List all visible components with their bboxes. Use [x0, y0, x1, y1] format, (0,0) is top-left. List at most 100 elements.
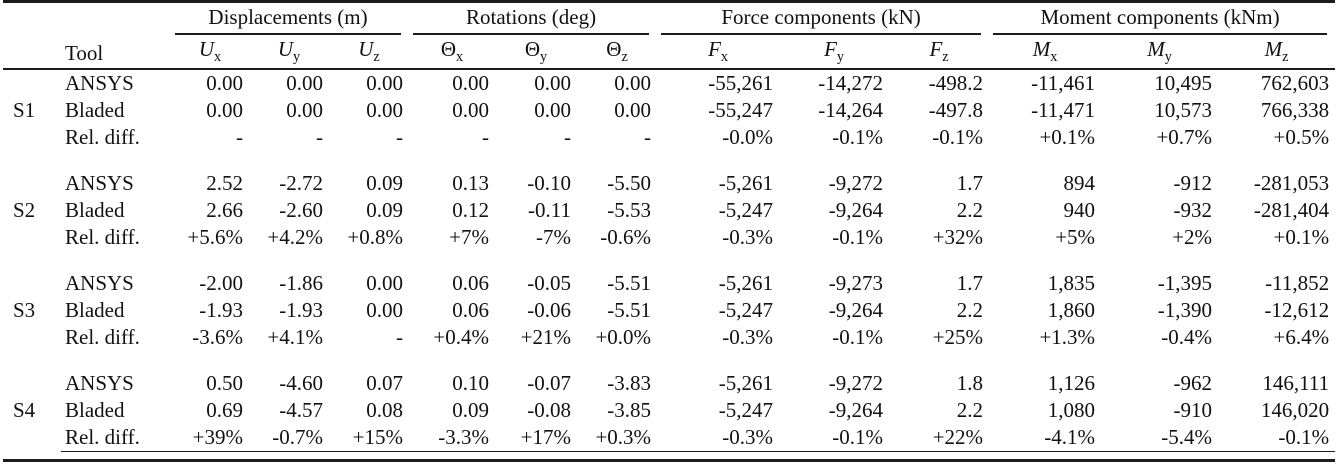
cell-value: +0.1% [1273, 225, 1330, 250]
section-gap-row [3, 251, 1335, 270]
cell-value: +39% [171, 424, 249, 453]
cell-value: 1.7 [956, 271, 984, 296]
cell-value: -5.50 [607, 171, 652, 196]
cell-value: -14,264 [818, 98, 884, 123]
cell-value: -0.3% [722, 325, 774, 350]
cell-value: -55,247 [708, 98, 774, 123]
cell-value: 0.00 [614, 71, 652, 96]
col-header-theta-z: Θz [577, 37, 658, 71]
cell-value: +17% [495, 424, 578, 453]
cell-value: +0.8% [347, 225, 404, 250]
cell-value: -3.85 [607, 398, 652, 423]
comparison-table: Displacements (m) Rotations (deg) Force … [3, 0, 1336, 463]
cell-value: - [482, 125, 490, 150]
tool-label: ANSYS [65, 171, 134, 196]
cell-value: -55,261 [708, 71, 774, 96]
cell-value: -0.06 [527, 298, 572, 323]
table-row-S4-reldiff: Rel. diff. +39% -0.7% +15% -3.3% +17% +0.3% -0.… [3, 424, 1336, 453]
cell-value: -0.3% [657, 424, 780, 453]
cell-value: +25% [932, 325, 984, 350]
cell-value: -0.1% [832, 225, 884, 250]
cell-value: - [396, 125, 404, 150]
bottom-rule-spacer [3, 452, 1335, 461]
cell-value: -0.1% [779, 424, 890, 453]
cell-value: 0.06 [452, 271, 490, 296]
cell-value: -497.8 [928, 98, 984, 123]
table-row-S1-reldiff: Rel. diff. - - - - - - -0.0% -0.1% -0.1% +0.1% +0.7… [3, 124, 1335, 151]
table-row-S2-ansys: S2 ANSYS 2.52 -2.72 0.09 0.13 -0.10 -5.50 -5,261… [3, 170, 1335, 222]
cell-value: +7% [449, 225, 490, 250]
cell-value: -1,390 [1157, 298, 1213, 323]
cell-value: +1.3% [1039, 325, 1096, 350]
cell-value: 0.50 [206, 371, 243, 396]
cell-value: 766,338 [1260, 98, 1330, 123]
cell-value: -0.08 [527, 398, 572, 423]
cell-value: +21% [520, 325, 572, 350]
tool-label: Bladed [65, 398, 125, 423]
cell-value: -281,053 [1253, 171, 1330, 196]
cell-value: 2.2 [956, 298, 984, 323]
group-forces: Force components (kN) [657, 2, 989, 38]
cell-value: -5.4% [1101, 424, 1219, 453]
empty-header-cell [3, 37, 61, 71]
cell-value: 146,111 [1262, 371, 1330, 396]
cell-value: 2.52 [206, 171, 243, 196]
cell-value: 0.09 [452, 398, 490, 423]
cell-value: -9,264 [828, 298, 884, 323]
tool-column-header: Tool [61, 37, 171, 71]
col-header-f-z: Fz [889, 37, 990, 71]
cell-value: - [564, 125, 572, 150]
cell-value: -0.11 [528, 198, 572, 223]
cell-value: -0.1% [832, 325, 884, 350]
cell-value: 0.08 [366, 398, 404, 423]
cell-value: 1,835 [1047, 271, 1096, 296]
tool-label: Rel. diff. [61, 424, 171, 453]
cell-value: 0.00 [366, 271, 404, 296]
cell-value: -14,272 [818, 71, 884, 96]
cell-value: 146,020 [1260, 398, 1330, 423]
cell-value: 1,080 [1047, 398, 1096, 423]
cell-value: -962 [1173, 371, 1213, 396]
cell-value: +4.2% [267, 225, 323, 250]
cell-value: 1,126 [1047, 371, 1096, 396]
tool-label: Rel. diff. [65, 125, 140, 150]
cell-value: -1,395 [1157, 271, 1213, 296]
cell-value: -11,461 [1031, 71, 1096, 96]
col-header-f-y: Fy [779, 37, 890, 71]
cell-value: +2% [1172, 225, 1213, 250]
table-row-S1-ansys: S1 ANSYS 0.00 0.00 0.00 0.00 0.00 0.00 -55,261 -1… [3, 69, 1335, 122]
cell-value: +32% [932, 225, 984, 250]
cell-value: - [316, 125, 323, 150]
cell-value: +0.3% [577, 424, 658, 453]
cell-value: -912 [1173, 171, 1213, 196]
cell-value: 0.00 [366, 98, 404, 123]
cell-value: -7% [536, 225, 572, 250]
section-label-S2: S2 [13, 198, 36, 223]
cell-value: +6.4% [1273, 325, 1330, 350]
section-gap-row [3, 351, 1335, 370]
cell-value: -0.10 [527, 171, 572, 196]
col-header-m-z: Mz [1218, 37, 1336, 71]
cell-value: 0.00 [286, 98, 323, 123]
cell-value: 762,603 [1260, 71, 1330, 96]
table-row-S3-ansys: S3 ANSYS -2.00 -1.86 0.00 0.06 -0.05 -5.51 -5,26… [3, 270, 1335, 322]
tool-label: Bladed [65, 98, 125, 123]
cell-value: +5.6% [187, 225, 243, 250]
col-header-u-y: Uy [249, 37, 329, 71]
cell-value: -5,247 [718, 398, 774, 423]
cell-value: -9,273 [828, 271, 884, 296]
cell-value: 0.07 [366, 371, 404, 396]
cell-value: +0.7% [1156, 125, 1213, 150]
cell-value: - [236, 125, 243, 150]
cell-value: 0.69 [206, 398, 243, 423]
cell-value: -0.4% [1161, 325, 1213, 350]
cell-value: -0.1% [832, 125, 884, 150]
table-row-S3-reldiff: Rel. diff. -3.6% +4.1% - +0.4% +21% +0.0% -0.3%… [3, 324, 1335, 351]
col-header-u-z: Uz [329, 37, 410, 71]
group-rotations: Rotations (deg) [409, 2, 657, 38]
cell-value: -1.86 [279, 271, 323, 296]
col-header-m-y: My [1101, 37, 1219, 71]
cell-value: -5,247 [718, 198, 774, 223]
cell-value: 0.00 [366, 298, 404, 323]
